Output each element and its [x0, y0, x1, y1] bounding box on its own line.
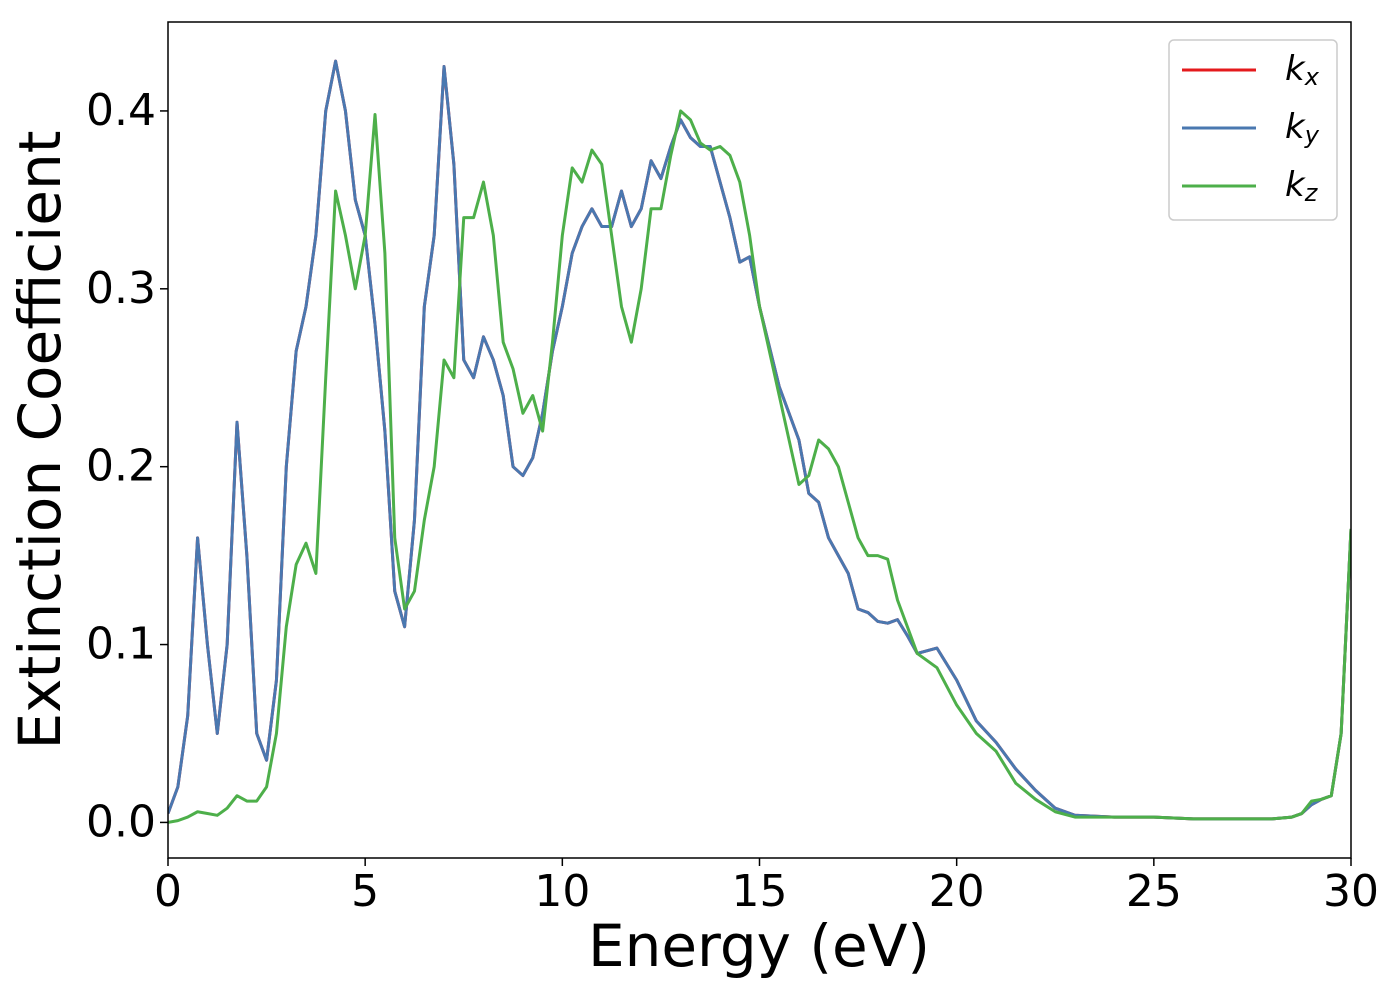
x-tick-label: 15	[732, 866, 788, 917]
x-tick-label: 25	[1126, 866, 1182, 917]
y-tick-label: 0.2	[86, 441, 156, 492]
data-line	[168, 59, 1351, 821]
y-axis-label: Extinction Coefficient	[6, 131, 74, 750]
x-tick-label: 10	[534, 866, 590, 917]
legend-label: kz	[1285, 165, 1319, 208]
y-tick-label: 0.3	[86, 263, 156, 314]
x-tick-label: 20	[929, 866, 985, 917]
plot-lines	[168, 59, 1351, 824]
y-tick-label: 0.1	[86, 619, 156, 670]
y-tick-label: 0.0	[86, 796, 156, 847]
legend: kx ky kz	[1168, 39, 1338, 221]
legend-label: ky	[1285, 107, 1320, 150]
legend-label: kx	[1285, 49, 1320, 92]
x-tick-label: 0	[154, 866, 182, 917]
data-line	[168, 109, 1351, 824]
y-tick-label: 0.4	[86, 85, 156, 136]
x-axis-label: Energy (eV)	[588, 912, 930, 980]
x-tick-label: 30	[1323, 866, 1379, 917]
legend-box	[1168, 39, 1338, 221]
x-tick-label: 5	[351, 866, 379, 917]
